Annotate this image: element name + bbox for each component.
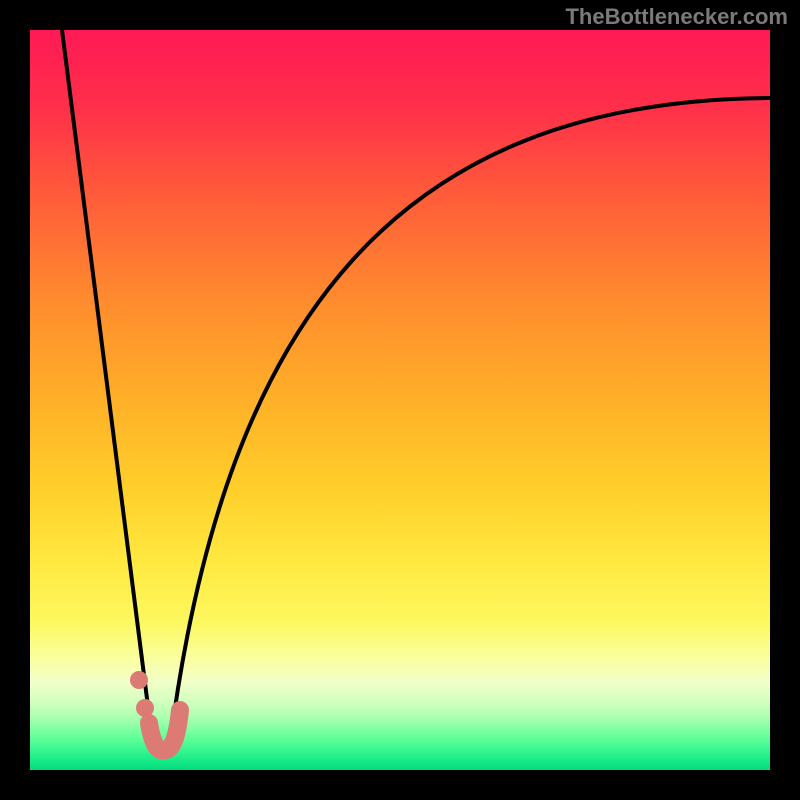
curve-left	[62, 30, 152, 738]
marker-j-shape	[149, 710, 180, 750]
marker-dot	[130, 671, 148, 689]
chart-container: TheBottlenecker.com	[0, 0, 800, 800]
curve-right	[170, 98, 770, 744]
watermark-text: TheBottlenecker.com	[565, 4, 788, 30]
plot-svg	[0, 0, 800, 800]
